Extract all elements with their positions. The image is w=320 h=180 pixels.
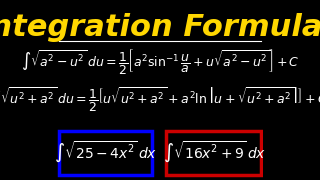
FancyBboxPatch shape — [166, 131, 261, 175]
Text: $\int \sqrt{a^2 - u^2}\, du = \dfrac{1}{2}\left[a^2 \sin^{-1}\dfrac{u}{a} + u\sq: $\int \sqrt{a^2 - u^2}\, du = \dfrac{1}{… — [21, 47, 299, 76]
Text: $\int \sqrt{16x^2 + 9}\, dx$: $\int \sqrt{16x^2 + 9}\, dx$ — [163, 140, 266, 165]
Text: Integration Formulas: Integration Formulas — [0, 13, 320, 42]
FancyBboxPatch shape — [59, 131, 152, 175]
Text: $\int \sqrt{u^2 + a^2}\, du = \dfrac{1}{2}\left[u\sqrt{u^2 + a^2} + a^2 \ln\left: $\int \sqrt{u^2 + a^2}\, du = \dfrac{1}{… — [0, 86, 320, 114]
Text: $\int \sqrt{25 - 4x^2}\, dx$: $\int \sqrt{25 - 4x^2}\, dx$ — [54, 140, 157, 165]
